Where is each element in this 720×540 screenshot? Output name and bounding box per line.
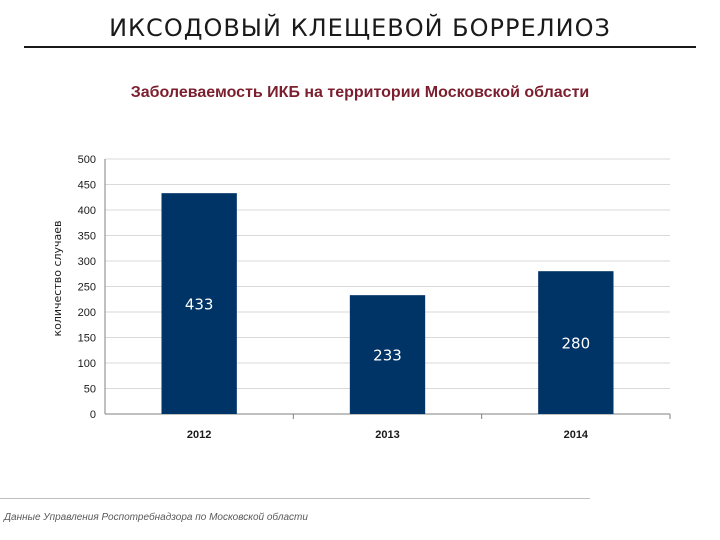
data-label: 233: [373, 347, 402, 365]
bar-chart: 0 50 100 150 200 250 300 350 400 450 500 433 2012 233…: [51, 154, 671, 441]
x-tick-label: 2012: [187, 429, 211, 441]
y-tick-label: 150: [78, 333, 96, 345]
bar-2013: [349, 295, 426, 414]
x-tick-label: 2014: [564, 429, 589, 441]
y-tick-label: 350: [78, 231, 96, 243]
y-tick-label: 50: [84, 384, 96, 396]
y-tick-label: 100: [78, 358, 96, 370]
y-tick-label: 250: [78, 282, 96, 294]
title-divider: [24, 46, 696, 48]
y-tick-label: 400: [78, 205, 96, 217]
y-tick-label: 0: [90, 409, 96, 421]
y-tick-label: 500: [78, 154, 96, 166]
chart-title: Заболеваемость ИКБ на территории Московс…: [130, 84, 590, 101]
y-tick-label: 450: [78, 180, 96, 192]
y-axis-title: количество случаев: [51, 220, 64, 336]
footer-divider: [0, 498, 590, 499]
y-tick-label: 200: [78, 307, 96, 319]
slide-title: ИКСОДОВЫЙ КЛЕЩЕВОЙ БОРРЕЛИОЗ: [109, 14, 611, 42]
data-label: 280: [562, 335, 591, 353]
bar-2012: [161, 193, 237, 414]
y-tick-label: 300: [78, 256, 96, 268]
x-tick-label: 2013: [375, 429, 399, 441]
source-note: Данные Управления Роспотребнадзора по Мо…: [4, 512, 308, 523]
bar-2014: [538, 271, 614, 414]
data-label: 433: [185, 296, 214, 314]
